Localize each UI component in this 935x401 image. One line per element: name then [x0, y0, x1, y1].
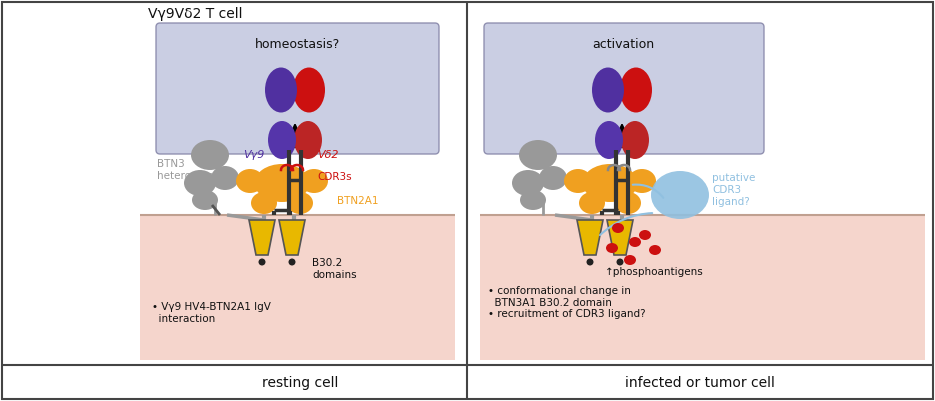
Ellipse shape	[606, 243, 618, 253]
Ellipse shape	[293, 67, 325, 113]
Text: B30.2
domains: B30.2 domains	[312, 258, 356, 279]
Ellipse shape	[289, 259, 295, 265]
Polygon shape	[279, 220, 305, 255]
Ellipse shape	[624, 255, 636, 265]
Ellipse shape	[651, 171, 709, 219]
Text: CDR3s: CDR3s	[317, 172, 352, 182]
Ellipse shape	[612, 223, 624, 233]
Ellipse shape	[258, 259, 266, 265]
Ellipse shape	[287, 192, 313, 214]
Ellipse shape	[519, 140, 557, 170]
Ellipse shape	[621, 121, 649, 159]
Ellipse shape	[586, 259, 594, 265]
Ellipse shape	[211, 166, 239, 190]
Text: resting cell: resting cell	[262, 376, 338, 390]
Text: • conformational change in
  BTN3A1 B30.2 domain
• recruitment of CDR3 ligand?: • conformational change in BTN3A1 B30.2 …	[488, 286, 646, 319]
Text: • Vγ9 HV4-BTN2A1 IgV
  interaction: • Vγ9 HV4-BTN2A1 IgV interaction	[152, 302, 271, 324]
Text: BTN2A1: BTN2A1	[337, 196, 379, 206]
Text: ↑phosphoantigens: ↑phosphoantigens	[605, 267, 704, 277]
Ellipse shape	[616, 259, 624, 265]
Text: Vδ2: Vδ2	[317, 150, 338, 160]
Polygon shape	[577, 220, 603, 255]
Text: infected or tumor cell: infected or tumor cell	[626, 376, 775, 390]
Ellipse shape	[583, 164, 638, 202]
Ellipse shape	[191, 140, 229, 170]
Ellipse shape	[512, 170, 544, 196]
FancyBboxPatch shape	[156, 23, 439, 154]
Text: homeostasis?: homeostasis?	[254, 38, 339, 51]
Ellipse shape	[628, 169, 656, 193]
Bar	[140, 215, 455, 360]
Ellipse shape	[236, 169, 264, 193]
Ellipse shape	[595, 121, 623, 159]
Text: activation: activation	[592, 38, 654, 51]
Text: Vγ9: Vγ9	[244, 150, 265, 160]
Ellipse shape	[192, 190, 218, 210]
Ellipse shape	[520, 190, 546, 210]
Ellipse shape	[539, 166, 567, 190]
Text: BTN3
heteromers: BTN3 heteromers	[157, 159, 217, 181]
Ellipse shape	[300, 169, 328, 193]
Text: putative
CDR3
ligand?: putative CDR3 ligand?	[712, 173, 755, 207]
Bar	[480, 215, 925, 360]
Ellipse shape	[592, 67, 624, 113]
Polygon shape	[249, 220, 275, 255]
Text: Vγ9Vδ2 T cell: Vγ9Vδ2 T cell	[148, 7, 242, 21]
Ellipse shape	[615, 192, 641, 214]
Ellipse shape	[629, 237, 641, 247]
Ellipse shape	[639, 230, 651, 240]
Ellipse shape	[579, 192, 605, 214]
Ellipse shape	[564, 169, 592, 193]
Ellipse shape	[184, 170, 216, 196]
FancyBboxPatch shape	[484, 23, 764, 154]
Polygon shape	[607, 220, 633, 255]
Ellipse shape	[265, 67, 297, 113]
Ellipse shape	[251, 192, 277, 214]
Ellipse shape	[649, 245, 661, 255]
Ellipse shape	[254, 164, 309, 202]
Bar	[3, 3, 932, 25]
Ellipse shape	[294, 121, 322, 159]
Ellipse shape	[268, 121, 296, 159]
Ellipse shape	[620, 67, 652, 113]
